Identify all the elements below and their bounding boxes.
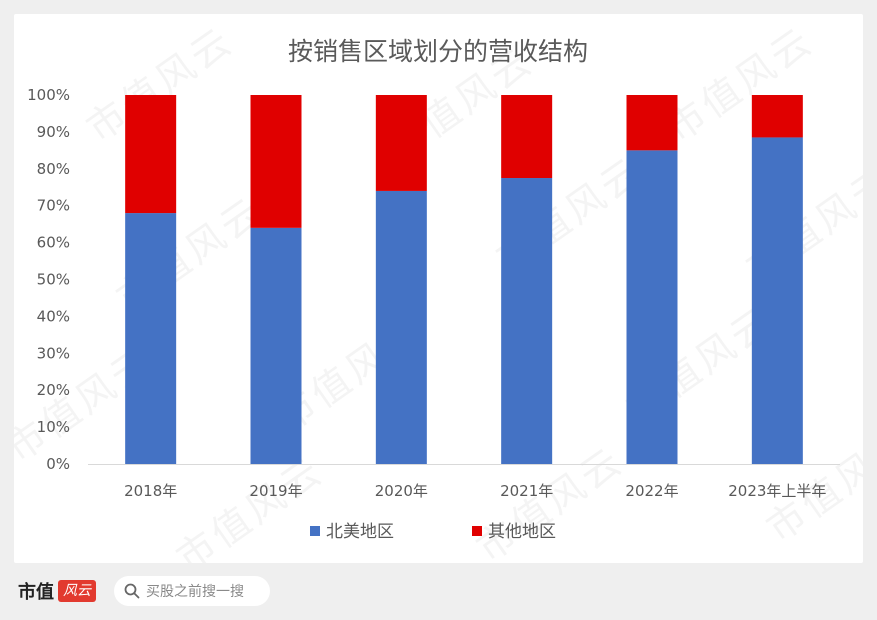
brand-logo[interactable]: 市值 风云 — [18, 578, 96, 604]
y-tick-label: 0% — [46, 455, 70, 473]
bar-segment-north-america-2 — [375, 190, 427, 464]
bar-segment-north-america-5 — [751, 137, 803, 464]
x-tick-label: 2018年 — [124, 482, 177, 500]
bar-segment-other-0 — [125, 95, 177, 214]
bar-segment-north-america-0 — [125, 213, 177, 464]
y-tick-label: 60% — [37, 234, 70, 252]
y-axis: 0% 10% 20% 30% 40% 50% 60% 70% 80% 90% 100% — [27, 86, 70, 473]
y-tick-label: 40% — [37, 307, 70, 325]
bar-segment-other-2 — [375, 95, 427, 191]
chart-title: 按销售区域划分的营收结构 — [288, 37, 588, 66]
legend-label: 其他地区 — [488, 522, 556, 542]
y-tick-label: 50% — [37, 271, 70, 289]
bar-segment-other-4 — [626, 95, 678, 151]
legend-swatch — [310, 526, 320, 536]
bar-segment-north-america-3 — [501, 178, 553, 464]
search-icon — [124, 583, 140, 599]
y-tick-label: 100% — [27, 86, 70, 104]
stacked-bar-chart: 按销售区域划分的营收结构 0% 10% 20% 30% 40% 50% 60% 70% 80% 9… — [27, 37, 840, 542]
x-tick-label: 2023年上半年 — [728, 482, 826, 500]
y-tick-label: 90% — [37, 123, 70, 141]
chart-card: 市值风云 市值风云 市值风云 市值风云 市值风云 市值风云 市值风云 市值风云 市值风云 市值风云… — [14, 14, 863, 563]
x-tick-label: 2022年 — [625, 482, 678, 500]
y-tick-label: 10% — [37, 418, 70, 436]
y-tick-label: 20% — [37, 381, 70, 399]
x-tick-label: 2020年 — [375, 482, 428, 500]
bar-segment-north-america-4 — [626, 150, 678, 464]
footer-bar: 市值 风云 买股之前搜一搜 — [0, 563, 877, 620]
bar-segment-other-1 — [250, 95, 302, 228]
legend: 北美地区 其他地区 — [310, 522, 556, 542]
y-tick-label: 30% — [37, 344, 70, 362]
x-tick-label: 2019年 — [249, 482, 302, 500]
brand-badge: 风云 — [58, 580, 96, 602]
brand-name: 市值 — [18, 582, 54, 603]
bar-segment-other-3 — [501, 95, 553, 179]
legend-label: 北美地区 — [326, 522, 394, 542]
search-placeholder: 买股之前搜一搜 — [146, 584, 244, 600]
bars — [125, 95, 803, 464]
search-box[interactable]: 买股之前搜一搜 — [114, 576, 270, 606]
bar-segment-other-5 — [751, 95, 803, 138]
y-tick-label: 70% — [37, 197, 70, 215]
legend-swatch — [472, 526, 482, 536]
y-tick-label: 80% — [37, 160, 70, 178]
x-tick-label: 2021年 — [500, 482, 553, 500]
x-axis: 2018年 2019年 2020年 2021年 2022年 2023年上半年 — [124, 482, 826, 500]
bar-segment-north-america-1 — [250, 227, 302, 464]
